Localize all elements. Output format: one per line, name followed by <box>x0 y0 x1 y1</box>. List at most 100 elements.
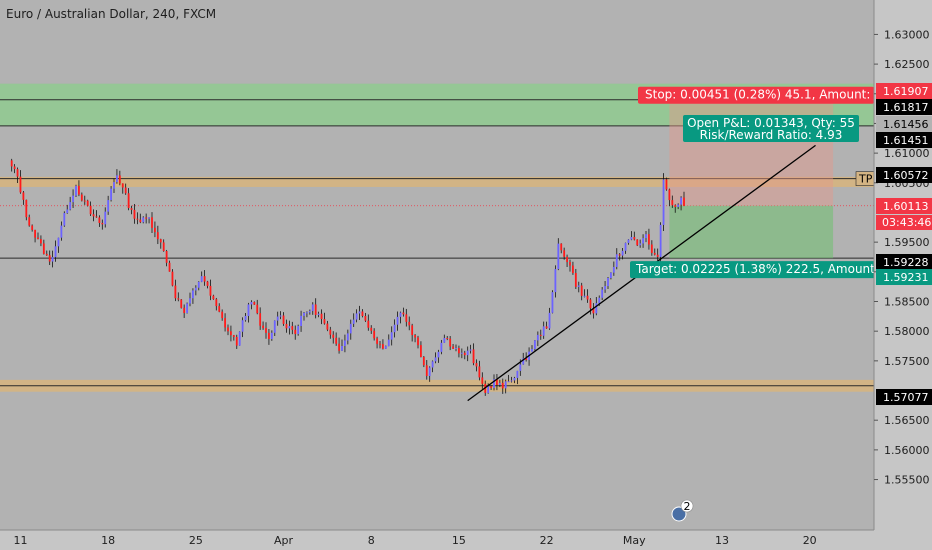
candle-up <box>621 250 624 256</box>
candle-down <box>215 299 218 307</box>
candle-down <box>592 308 595 314</box>
price-axis[interactable]: 1.630001.625001.620001.615001.610001.605… <box>873 0 932 550</box>
candle-down <box>618 254 621 256</box>
stop-label: Stop: 0.00451 (0.28%) 45.1, Amount: ( <box>645 88 879 102</box>
candle-up <box>469 349 472 351</box>
candle-down <box>171 271 174 286</box>
candle-up <box>387 339 390 347</box>
candle-down <box>458 347 460 354</box>
candle-up <box>113 182 115 189</box>
candle-up <box>244 315 247 321</box>
candle-down <box>671 200 674 206</box>
pnl-label-bg <box>683 115 859 142</box>
candle-up <box>273 320 276 333</box>
candle-down <box>154 227 156 233</box>
candle-up <box>104 211 107 225</box>
candle-up <box>110 188 112 201</box>
candle-down <box>425 365 428 376</box>
candle-up <box>440 342 443 352</box>
candle-up <box>75 185 77 196</box>
candle-up <box>680 197 682 205</box>
price-tag: 1.59231 <box>883 271 929 284</box>
candle-down <box>361 311 364 316</box>
candle-down <box>31 225 34 230</box>
candle-up <box>72 195 74 203</box>
candle-down <box>80 194 83 201</box>
candle-down <box>446 338 449 340</box>
candle-down <box>525 358 528 360</box>
candle-up <box>384 346 387 349</box>
candle-up <box>308 310 311 313</box>
candle-down <box>472 349 475 364</box>
candle-down <box>674 205 677 207</box>
candle-up <box>498 382 501 385</box>
candle-down <box>13 166 16 170</box>
candle-down <box>560 243 563 251</box>
candle-up <box>276 316 279 321</box>
candle-down <box>19 176 22 193</box>
candle-up <box>238 331 241 346</box>
candle-down <box>420 345 422 358</box>
price-tag-bg <box>876 83 932 99</box>
flag-icon[interactable] <box>671 506 687 522</box>
candle-up <box>288 326 291 329</box>
time-tick-label: 22 <box>540 534 554 547</box>
candle-down <box>89 205 92 215</box>
candle-down <box>668 189 671 201</box>
candle-up <box>194 287 197 291</box>
candle-down <box>159 239 162 243</box>
candle-up <box>443 338 446 343</box>
countdown-bg <box>876 215 932 230</box>
price-tick-label: 1.59500 <box>884 236 930 249</box>
candle-down <box>259 313 262 326</box>
countdown-label: 03:43:46 <box>882 216 931 229</box>
price-tick-label: 1.62500 <box>884 58 930 71</box>
price-tag: 1.61907 <box>883 85 929 98</box>
target-label: Target: 0.02225 (1.38%) 222.5, Amount: <box>635 262 879 276</box>
candle-down <box>656 254 659 257</box>
candle-down <box>165 251 168 263</box>
candle-up <box>396 316 399 325</box>
candle-down <box>338 343 340 351</box>
time-tick-label: 25 <box>189 534 203 547</box>
candle-up <box>346 333 349 341</box>
time-tick-label: May <box>623 534 646 547</box>
candle-down <box>232 335 235 337</box>
candle-up <box>241 320 244 332</box>
candle-up <box>534 340 536 350</box>
candle-up <box>516 370 519 378</box>
candle-down <box>478 366 481 378</box>
candle-down <box>230 331 232 336</box>
candle-up <box>60 225 63 238</box>
candle-up <box>615 254 618 267</box>
price-tick-label: 1.56000 <box>884 444 930 457</box>
time-tick-label: 18 <box>101 534 115 547</box>
candle-down <box>124 187 127 194</box>
candle-down <box>545 326 548 329</box>
candle-up <box>551 292 554 313</box>
candle-down <box>572 265 574 273</box>
time-axis[interactable]: 11 18 25 Apr 8 15 22 May 13 20 <box>0 529 932 550</box>
candle-down <box>653 252 656 255</box>
candle-down <box>405 314 408 322</box>
candle-up <box>197 281 200 288</box>
candle-up <box>519 364 522 371</box>
candle-down <box>648 234 650 245</box>
candle-down <box>209 285 212 296</box>
candle-down <box>177 298 180 300</box>
profit-zone[interactable] <box>669 205 834 259</box>
candle-down <box>218 306 221 312</box>
pnl-label-line1: Open P&L: 0.01343, Qty: 55 <box>687 116 855 130</box>
candle-down <box>411 325 414 336</box>
candle-down <box>329 329 332 335</box>
event-badge[interactable] <box>680 499 694 513</box>
candle-down <box>566 256 568 263</box>
candle-down <box>323 319 326 324</box>
candle-up <box>522 358 525 365</box>
candle-down <box>86 200 89 206</box>
price-tag: 1.57077 <box>883 391 929 404</box>
price-tick-label: 1.63000 <box>884 28 930 41</box>
candle-up <box>186 303 188 314</box>
candle-down <box>139 219 142 223</box>
